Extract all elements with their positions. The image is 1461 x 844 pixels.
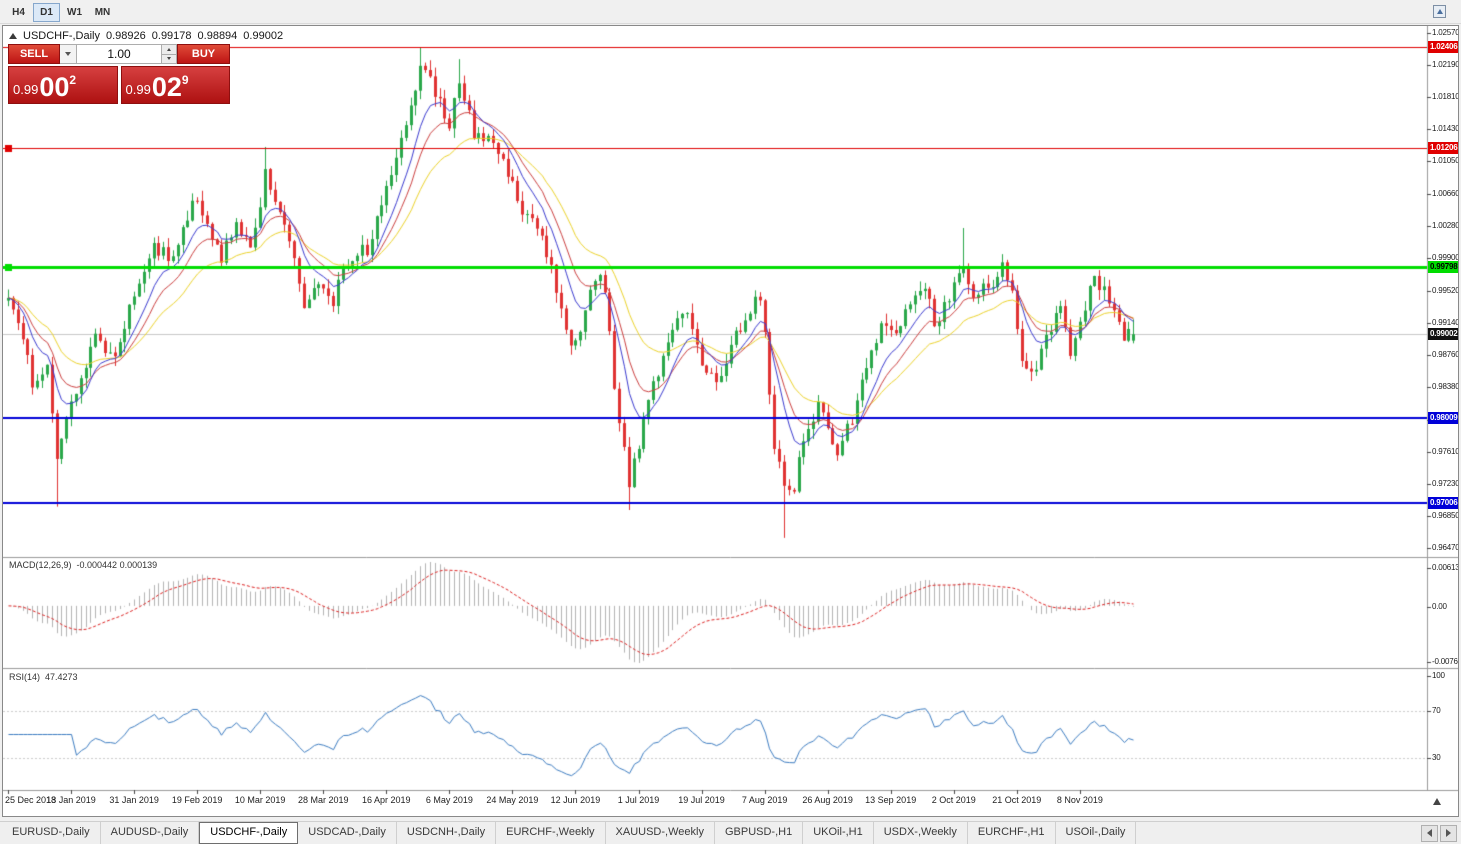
ohlc-low: 0.98894 (197, 30, 238, 42)
buy-price-prefix: 0.99 (125, 82, 151, 97)
one-click-panel-toggle-icon[interactable] (9, 33, 17, 39)
trade-prices-row: 0.99 00 2 0.99 02 9 (8, 66, 230, 104)
chart-tab-usdcnh-daily[interactable]: USDCNH-,Daily (397, 822, 497, 844)
buy-price-point: 9 (181, 73, 189, 87)
sell-button[interactable]: SELL (8, 44, 60, 64)
tab-scroll-controls (1421, 824, 1461, 842)
macd-values: -0.000442 0.000139 (76, 560, 158, 570)
timeframe-toolbar: H4 D1 W1 MN (0, 0, 1461, 24)
price-chart-canvas[interactable] (3, 26, 1458, 816)
macd-indicator-label: MACD(12,26,9) -0.000442 0.000139 (9, 560, 157, 570)
chart-tab-ukoil-h1[interactable]: UKOil-,H1 (803, 822, 874, 844)
ohlc-open: 0.98926 (106, 30, 146, 42)
volume-decrement-button[interactable] (162, 54, 176, 64)
buy-price-box[interactable]: 0.99 02 9 (120, 66, 230, 104)
chart-tab-eurchf-weekly[interactable]: EURCHF-,Weekly (496, 822, 606, 844)
chart-tab-audusd-daily[interactable]: AUDUSD-,Daily (101, 822, 200, 844)
chart-tabs: EURUSD-,Daily AUDUSD-,Daily USDCHF-,Daily U… (0, 822, 1137, 844)
chart-tab-gbpusd-h1[interactable]: GBPUSD-,H1 (715, 822, 804, 844)
chart-symbol-label: USDCHF-,Daily (23, 30, 100, 42)
macd-name: MACD(12,26,9) (9, 560, 72, 570)
up-arrow-icon (167, 47, 171, 51)
down-arrow-icon (167, 57, 171, 61)
trade-controls-row: SELL BUY (8, 44, 230, 64)
timeframe-button-group: H4 D1 W1 MN (5, 2, 117, 22)
up-arrow-icon (1436, 9, 1443, 14)
chevron-down-icon (65, 52, 71, 56)
chart-tab-eurusd-daily[interactable]: EURUSD-,Daily (2, 822, 101, 844)
timeframe-button-w1[interactable]: W1 (61, 3, 88, 22)
volume-input[interactable] (77, 44, 162, 64)
timeframe-button-d1[interactable]: D1 (33, 2, 60, 22)
buy-button[interactable]: BUY (177, 44, 230, 64)
window-restore-icon[interactable] (1433, 5, 1446, 18)
ohlc-high: 0.99178 (151, 30, 192, 42)
chart-tab-bar: EURUSD-,Daily AUDUSD-,Daily USDCHF-,Daily U… (0, 821, 1461, 844)
volume-stepper (162, 44, 177, 64)
chart-tab-xauusd-weekly[interactable]: XAUUSD-,Weekly (606, 822, 715, 844)
chart-tab-usoil-daily[interactable]: USOil-,Daily (1056, 822, 1137, 844)
chart-tab-eurchf-h1[interactable]: EURCHF-,H1 (968, 822, 1056, 844)
sell-price-point: 2 (69, 73, 77, 87)
tab-scroll-right-button[interactable] (1440, 824, 1457, 842)
sell-price-box[interactable]: 0.99 00 2 (8, 66, 118, 104)
one-click-trading-panel: SELL BUY 0.99 00 2 0.99 (8, 44, 230, 104)
chart-window: 1.02570 1.02190 1.01810 1.01430 1.01050 1.006… (2, 25, 1459, 817)
chart-tab-usdchf-daily[interactable]: USDCHF-,Daily (199, 822, 299, 844)
up-arrow-icon (1433, 798, 1441, 805)
volume-dropdown-button[interactable] (60, 44, 77, 64)
timeframe-button-h4[interactable]: H4 (5, 3, 32, 22)
tab-scroll-left-button[interactable] (1421, 824, 1438, 842)
left-arrow-icon (1427, 829, 1432, 837)
rsi-value: 47.4273 (45, 672, 78, 682)
sell-price-prefix: 0.99 (13, 82, 39, 97)
volume-increment-button[interactable] (162, 44, 176, 55)
timeframe-button-mn[interactable]: MN (89, 3, 116, 22)
rsi-name: RSI(14) (9, 672, 41, 682)
scroll-to-latest-icon[interactable] (1433, 798, 1441, 805)
ohlc-close: 0.99002 (243, 30, 284, 42)
rsi-indicator-label: RSI(14) 47.4273 (9, 672, 78, 682)
buy-price-pips: 02 (151, 72, 182, 102)
chart-tab-usdcad-daily[interactable]: USDCAD-,Daily (298, 822, 397, 844)
right-arrow-icon (1446, 829, 1451, 837)
chart-tab-usdx-weekly[interactable]: USDX-,Weekly (874, 822, 968, 844)
chart-title: USDCHF-,Daily 0.98926 0.99178 0.98894 0.… (9, 30, 283, 42)
sell-price-pips: 00 (39, 72, 70, 102)
